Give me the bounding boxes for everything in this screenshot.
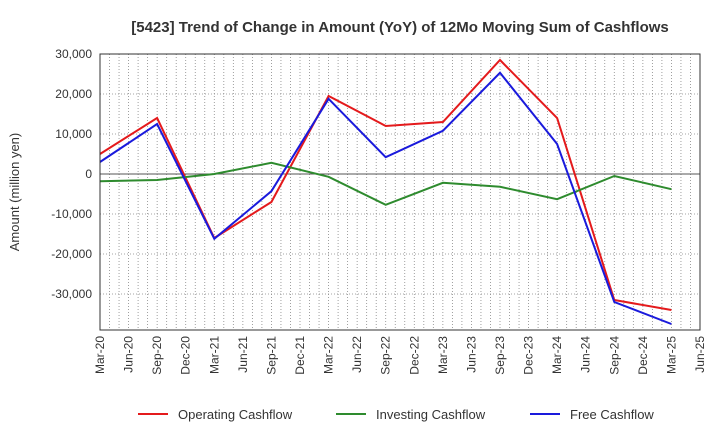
y-tick-label: 30,000 [55, 47, 92, 61]
x-tick-label: Jun-25 [693, 336, 707, 373]
x-tick-label: Sep-24 [607, 336, 621, 375]
x-tick-label: Mar-25 [664, 336, 678, 374]
legend-label-operating-cashflow: Operating Cashflow [178, 407, 293, 422]
x-tick-label: Mar-23 [436, 336, 450, 374]
legend-label-free-cashflow: Free Cashflow [570, 407, 654, 422]
x-tick-label: Mar-20 [93, 336, 107, 374]
y-tick-label: -10,000 [51, 207, 92, 221]
x-tick-label: Mar-21 [207, 336, 221, 374]
series-lines [99, 58, 672, 325]
x-tick-label: Sep-21 [264, 336, 278, 375]
x-tick-label: Dec-23 [522, 336, 536, 375]
x-tick-label: Sep-23 [493, 336, 507, 375]
series-line-operating-cashflow [99, 58, 672, 311]
x-tick-label: Jun-22 [350, 336, 364, 373]
y-tick-label: 0 [85, 167, 92, 181]
y-tick-label: 20,000 [55, 87, 92, 101]
plot-frame [99, 53, 701, 331]
y-tick-label: 10,000 [55, 127, 92, 141]
x-tick-label: Jun-20 [122, 336, 136, 373]
chart-title: [5423] Trend of Change in Amount (YoY) o… [131, 19, 669, 36]
x-tick-label: Dec-24 [636, 336, 650, 375]
x-tick-labels: Mar-20 Jun-20 Sep-20 Dec-20 Mar-21 Jun-21 Sep-… [93, 336, 707, 375]
x-tick-label: Dec-21 [293, 336, 307, 375]
x-tick-label: Dec-20 [179, 336, 193, 375]
x-tick-label: Mar-22 [322, 336, 336, 374]
series-line-investing-cashflow [99, 161, 672, 206]
legend: Operating Cashflow Investing Cashflow Free… [138, 407, 654, 422]
series-line-free-cashflow [99, 71, 672, 325]
y-tick-labels: 30,000 20,000 10,000 0 -10,000 -20,000 -30,000 [51, 47, 92, 301]
y-tick-label: -20,000 [51, 247, 92, 261]
x-tick-label: Jun-21 [236, 336, 250, 373]
x-tick-label: Jun-24 [579, 336, 593, 373]
legend-label-investing-cashflow: Investing Cashflow [376, 407, 486, 422]
x-tick-label: Jun-23 [464, 336, 478, 373]
grid [100, 53, 700, 330]
y-tick-label: -30,000 [51, 287, 92, 301]
y-axis-label: Amount (million yen) [7, 133, 22, 252]
x-tick-label: Sep-22 [379, 336, 393, 375]
x-tick-label: Dec-22 [407, 336, 421, 375]
x-tick-label: Mar-24 [550, 336, 564, 374]
x-tick-label: Sep-20 [150, 336, 164, 375]
